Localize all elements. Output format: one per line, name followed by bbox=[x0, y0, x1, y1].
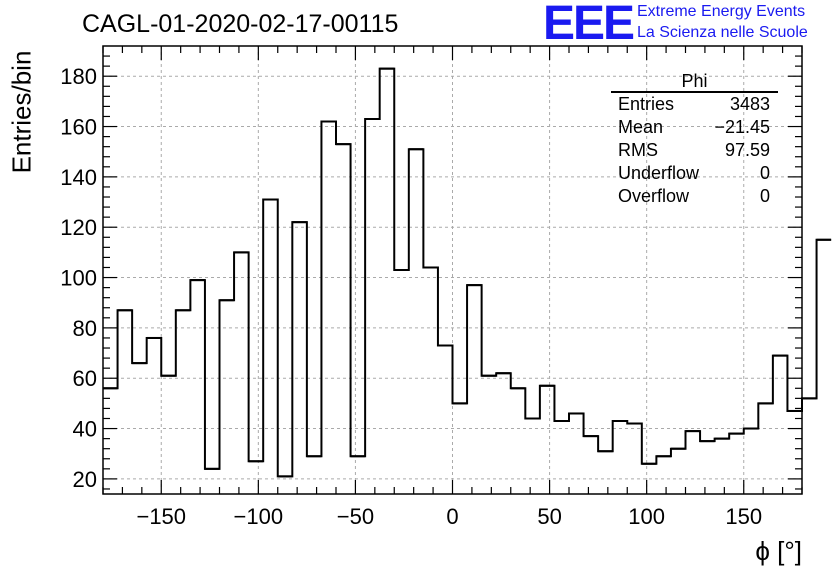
x-tick-label: 100 bbox=[628, 504, 665, 529]
stats-row-overflow: Overflow 0 bbox=[611, 185, 778, 208]
y-tick-label: 180 bbox=[60, 64, 97, 89]
logo-line-2: La Scienza nelle Scuole bbox=[637, 24, 808, 41]
stats-label: Mean bbox=[618, 117, 664, 137]
y-tick-label: 20 bbox=[73, 467, 97, 492]
y-tick-label: 140 bbox=[60, 165, 97, 190]
stats-value: −21.45 bbox=[714, 117, 770, 137]
logo-line-1: Extreme Energy Events bbox=[637, 3, 806, 20]
stats-value: 3483 bbox=[729, 94, 770, 114]
stats-label: Overflow bbox=[618, 186, 690, 206]
y-tick-label: 80 bbox=[73, 316, 97, 341]
x-tick-label: −50 bbox=[337, 504, 374, 529]
stats-value: 0 bbox=[759, 163, 770, 183]
x-tick-label: −150 bbox=[136, 504, 186, 529]
x-tick-label: 50 bbox=[537, 504, 561, 529]
eee-logo: EEE bbox=[543, 0, 635, 50]
stats-title: Phi bbox=[611, 71, 778, 93]
y-tick-label: 60 bbox=[73, 366, 97, 391]
stats-label: Underflow bbox=[618, 163, 700, 183]
x-tick-label: −100 bbox=[234, 504, 284, 529]
x-tick-label: 0 bbox=[446, 504, 458, 529]
y-tick-label: 160 bbox=[60, 115, 97, 140]
y-tick-label: 40 bbox=[73, 417, 97, 442]
stats-row-mean: Mean −21.45 bbox=[611, 116, 778, 139]
x-axis-label: ϕ [°] bbox=[755, 536, 802, 566]
x-tick-label: 150 bbox=[725, 504, 762, 529]
stats-row-underflow: Underflow 0 bbox=[611, 162, 778, 185]
stats-row-entries: Entries 3483 bbox=[611, 93, 778, 116]
chart-title: CAGL-01-2020-02-17-00115 bbox=[82, 10, 399, 38]
y-axis-label: Entries/bin bbox=[6, 50, 37, 174]
stats-box: Phi Entries 3483 Mean −21.45 RMS 97.59 U… bbox=[611, 71, 778, 208]
y-tick-label: 120 bbox=[60, 215, 97, 240]
stats-value: 0 bbox=[759, 186, 770, 206]
stats-label: RMS bbox=[618, 140, 658, 160]
stats-row-rms: RMS 97.59 bbox=[611, 139, 778, 162]
stats-value: 97.59 bbox=[724, 140, 770, 160]
stats-label: Entries bbox=[618, 94, 675, 114]
y-tick-label: 100 bbox=[60, 266, 97, 291]
